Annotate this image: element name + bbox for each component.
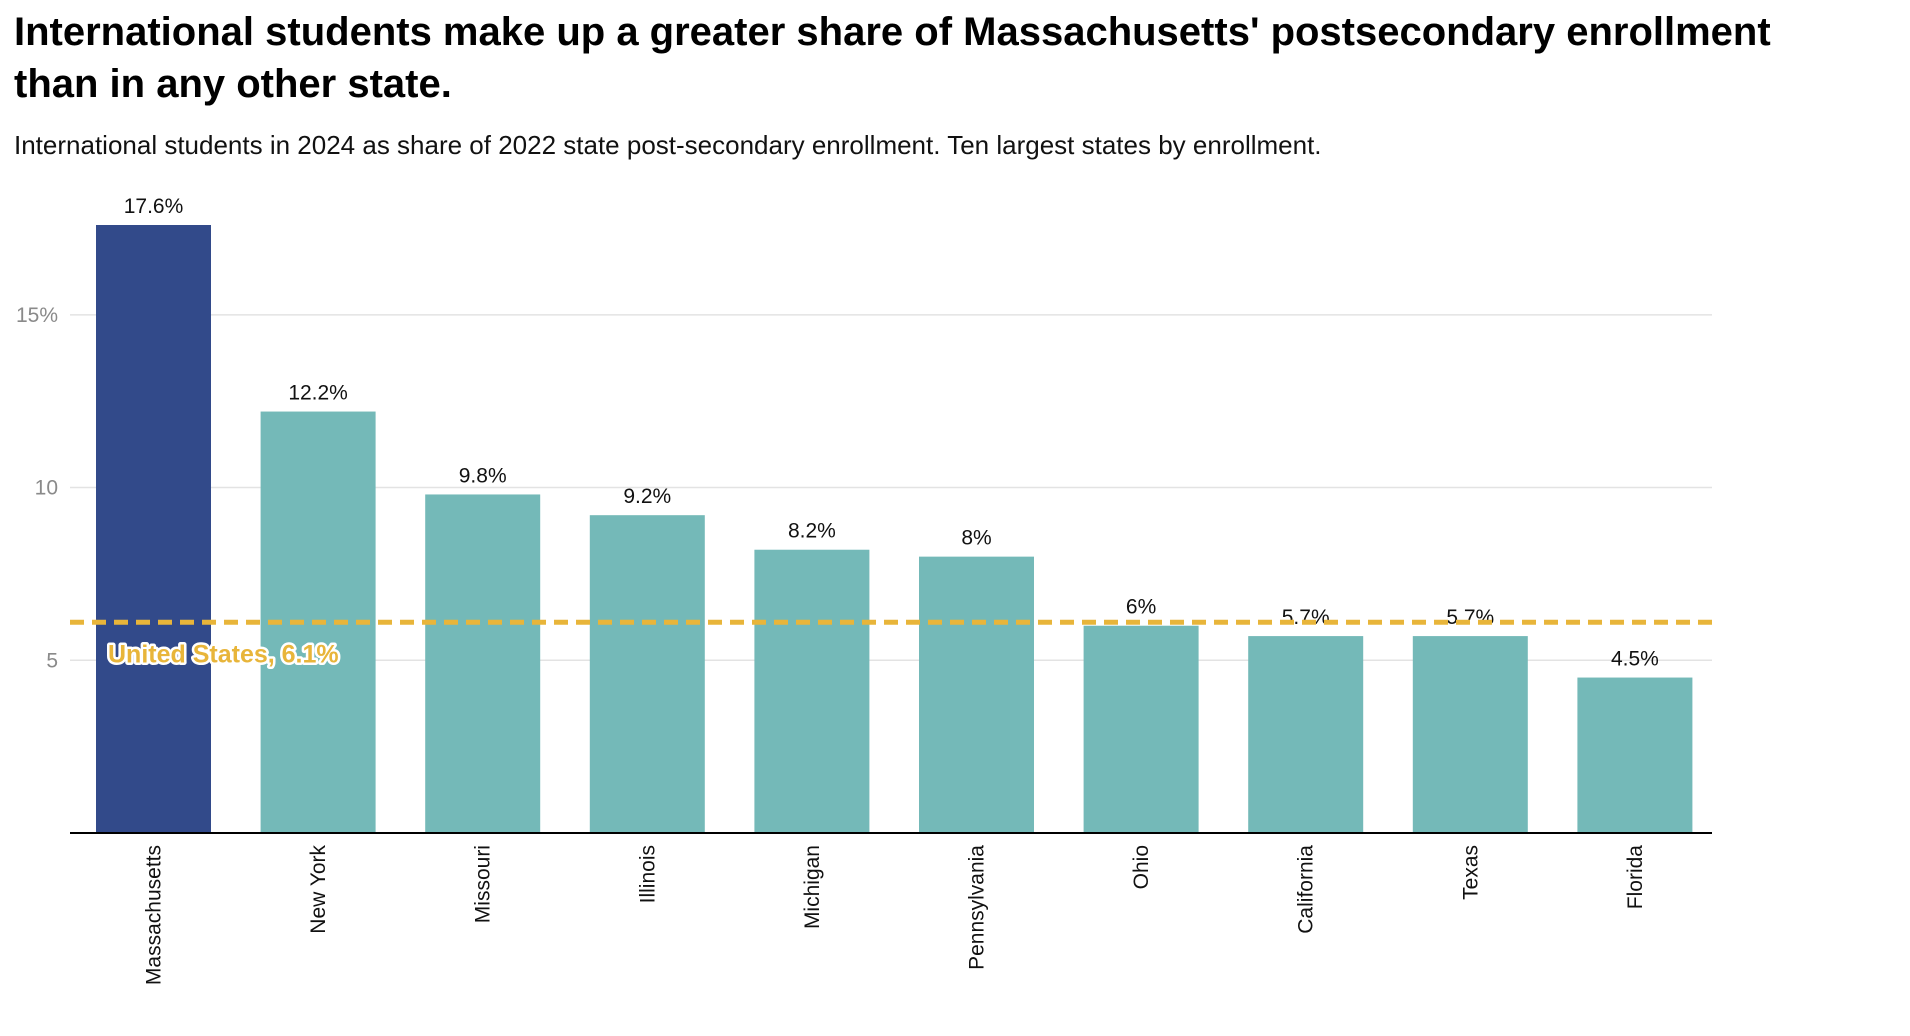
- bar: [919, 556, 1034, 833]
- y-tick-label: 10: [35, 477, 58, 500]
- category-label: New York: [307, 845, 330, 934]
- category-label: Ohio: [1130, 845, 1153, 889]
- data-labels: 17.6% 12.2% 9.8% 9.2% 8.2% 8% 6% 5.7% 5.7% 4.5%: [124, 195, 1659, 671]
- data-label: 8%: [961, 527, 991, 550]
- us-average-label: United States, 6.1%: [108, 640, 339, 668]
- category-label: Illinois: [636, 845, 659, 903]
- bar: [1083, 625, 1199, 833]
- category-label: California: [1295, 845, 1318, 934]
- reference-line-group: United States, 6.1%: [70, 619, 1712, 671]
- data-label: 5.7%: [1282, 606, 1330, 629]
- bar: [1577, 677, 1693, 833]
- bar: [589, 515, 705, 833]
- data-label: 17.6%: [124, 195, 184, 218]
- chart-title: International students make up a greater…: [14, 10, 1771, 106]
- y-tick-label: 5: [46, 649, 58, 672]
- category-label: Florida: [1624, 845, 1647, 910]
- x-axis-categories: Massachusetts New York Missouri Illinois Mic…: [143, 845, 1647, 986]
- y-axis-ticks: 5 10 15%: [16, 304, 58, 672]
- data-label: 12.2%: [288, 382, 348, 405]
- category-label: Pennsylvania: [966, 845, 989, 970]
- y-tick-label: 15%: [16, 304, 58, 327]
- data-label: 5.7%: [1446, 606, 1494, 629]
- data-label: 9.2%: [623, 485, 671, 508]
- category-label: Michigan: [801, 845, 824, 929]
- data-label: 4.5%: [1611, 648, 1659, 671]
- bar: [96, 225, 211, 833]
- data-label: 8.2%: [788, 520, 836, 543]
- bar: [1412, 636, 1528, 833]
- bars: [96, 225, 1693, 833]
- category-label: Missouri: [472, 845, 495, 923]
- data-label: 9.8%: [459, 464, 507, 487]
- bar: [754, 549, 870, 833]
- data-label: 6%: [1126, 596, 1156, 619]
- chart-subtitle: International students in 2024 as share …: [14, 130, 1322, 160]
- category-label: Texas: [1459, 845, 1482, 900]
- category-label: Massachusetts: [143, 845, 166, 985]
- bar: [1248, 636, 1364, 833]
- bar: [425, 494, 541, 833]
